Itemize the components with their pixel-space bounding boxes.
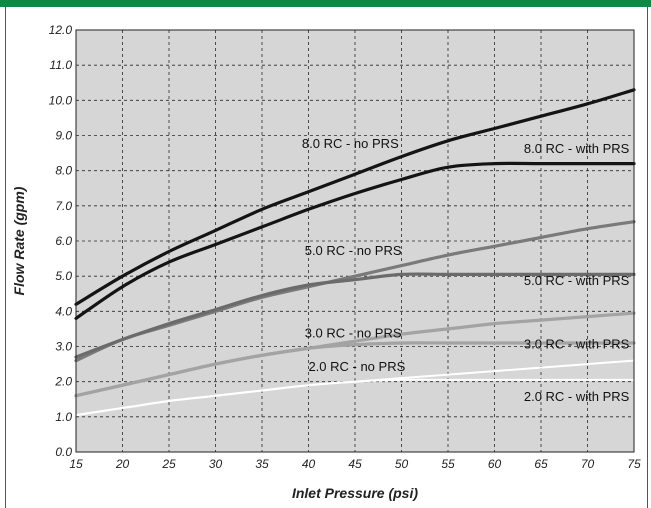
x-tick-label: 60: [488, 457, 502, 471]
series-label-5: 3.0 RC - with PRS: [524, 336, 630, 351]
grid-lines: [76, 30, 634, 452]
x-tick-label: 45: [348, 457, 362, 471]
series-labels: 8.0 RC - no PRS 8.0 RC - with PRS 5.0 RC -…: [302, 136, 630, 404]
y-tick-label: 3.0: [55, 340, 72, 354]
x-tick-label: 55: [441, 457, 455, 471]
y-tick-label: 6.0: [55, 234, 72, 248]
y-axis-title: Flow Rate (gpm): [11, 186, 27, 295]
series-line-3: [74, 272, 636, 359]
header-accent-bar: [0, 0, 651, 7]
y-tick-label: 0.0: [55, 445, 72, 459]
x-tick-label: 65: [534, 457, 548, 471]
y-tick-label: 1.0: [55, 410, 72, 424]
x-axis-title: Inlet Pressure (psi): [292, 485, 418, 501]
x-tick-label: 20: [115, 457, 130, 471]
frame-left-border: [5, 7, 6, 508]
y-tick-label: 9.0: [55, 129, 72, 143]
plot-border: [75, 29, 635, 453]
series-label-1: 8.0 RC - with PRS: [524, 141, 630, 156]
series-lines: [74, 88, 636, 417]
y-tick-label: 8.0: [55, 164, 72, 178]
x-tick-label: 50: [395, 457, 409, 471]
series-line-0: [74, 88, 636, 306]
y-tick-label: 7.0: [55, 199, 72, 213]
series-line-5: [74, 341, 636, 398]
x-tick-label: 75: [627, 457, 641, 471]
series-label-4: 3.0 RC - no PRS: [305, 326, 402, 341]
y-tick-labels: 0.0 1.0 2.0 3.0 4.0 5.0 6.0 7.0 8.0 9.0 10.0 11.0 12…: [49, 23, 73, 459]
y-tick-label: 10.0: [49, 93, 73, 107]
x-tick-label: 25: [161, 457, 176, 471]
x-tick-label: 15: [69, 457, 83, 471]
series-line-2: [74, 220, 636, 363]
series-label-7: 2.0 RC - with PRS: [524, 389, 630, 404]
x-tick-label: 40: [302, 457, 316, 471]
y-tick-label: 12.0: [49, 23, 73, 37]
x-tick-label: 35: [255, 457, 269, 471]
series-label-3: 5.0 RC - with PRS: [524, 273, 630, 288]
frame-right-border: [647, 7, 648, 508]
x-tick-label: 70: [581, 457, 595, 471]
series-label-6: 2.0 RC - no PRS: [308, 359, 405, 374]
series-label-0: 8.0 RC - no PRS: [302, 136, 399, 151]
x-tick-label: 30: [209, 457, 223, 471]
series-line-7: [75, 378, 635, 417]
y-tick-label: 4.0: [55, 304, 72, 318]
series-line-1: [74, 161, 636, 320]
y-tick-label: 5.0: [55, 269, 72, 283]
x-tick-labels: 15 20 25 30 35 40 45 50 55 60 65 70 75: [69, 457, 641, 471]
series-label-2: 5.0 RC - no PRS: [305, 243, 402, 258]
y-tick-label: 2.0: [54, 375, 72, 389]
y-tick-label: 11.0: [50, 58, 73, 72]
